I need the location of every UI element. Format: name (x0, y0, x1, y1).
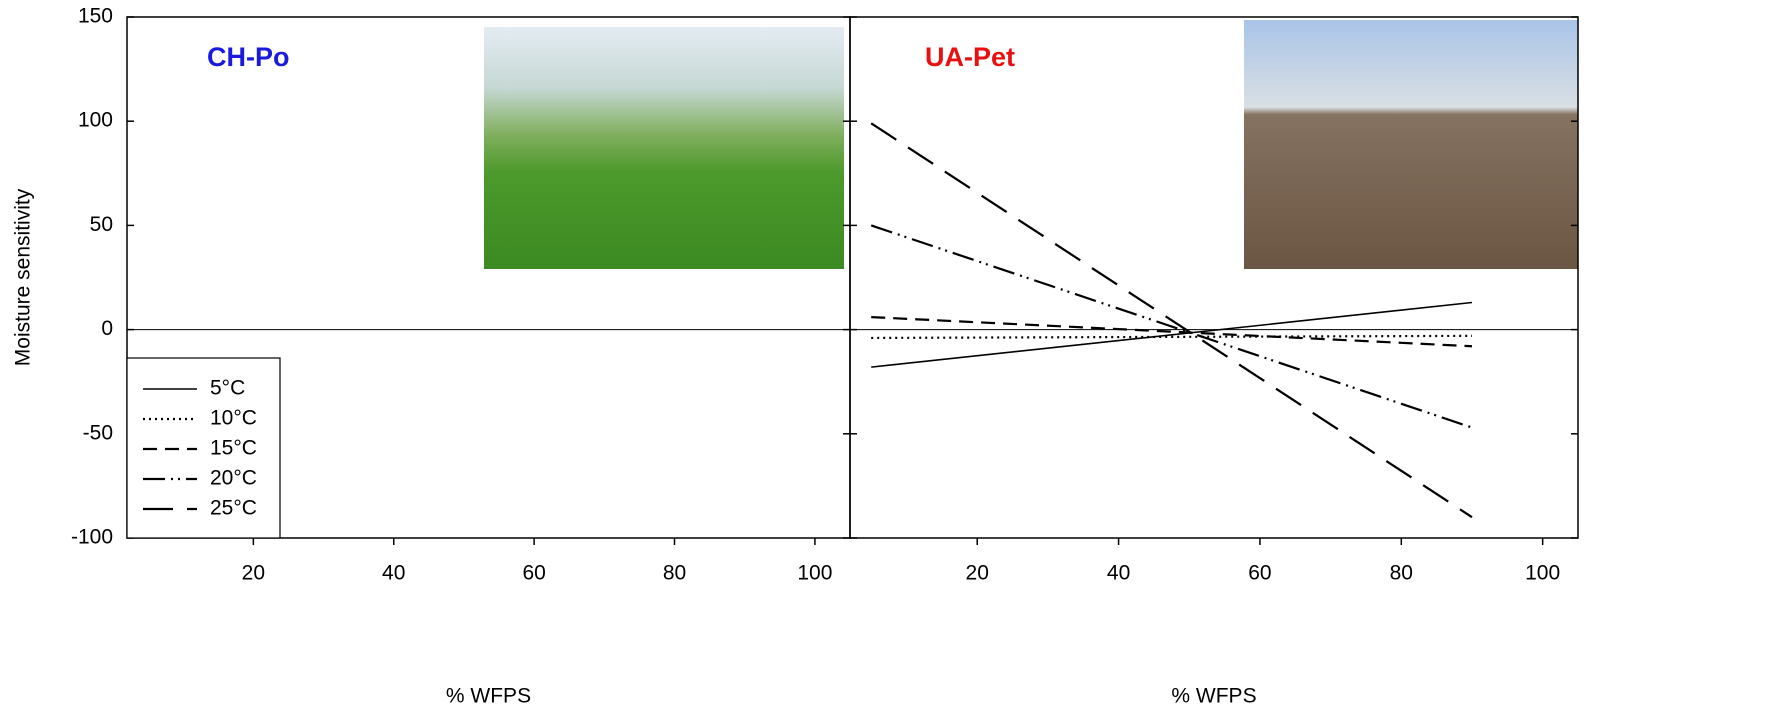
y-tick-label: 50 (90, 213, 113, 236)
legend-label: 10°C (210, 407, 257, 430)
legend-label: 20°C (210, 467, 257, 490)
x-tick-label: 60 (522, 562, 545, 585)
data-line (870, 224, 1473, 429)
x-tick-label: 100 (797, 562, 832, 585)
legend-label: 5°C (210, 377, 245, 400)
data-line (871, 334, 1472, 340)
y-axis-title: Moisture sensitivity (12, 188, 35, 366)
x-tick-label: 40 (1107, 562, 1130, 585)
y-tick-label: 150 (78, 5, 113, 28)
photo (484, 27, 844, 269)
x-tick-label: 100 (1525, 562, 1560, 585)
photo (1244, 20, 1578, 269)
x-tick-label: 20 (966, 562, 989, 585)
x-tick-label: 40 (382, 562, 405, 585)
x-axis-title: % WFPS (1171, 685, 1256, 708)
x-tick-label: 80 (663, 562, 686, 585)
x-axis-title: % WFPS (446, 685, 531, 708)
site-label: UA-Pet (925, 42, 1015, 72)
legend-label: 25°C (210, 497, 257, 520)
data-line (871, 301, 1473, 368)
legend-label: 15°C (210, 437, 257, 460)
x-tick-label: 20 (242, 562, 265, 585)
y-tick-label: -100 (71, 526, 113, 549)
plot-frame (849, 16, 1579, 539)
y-tick-label: -50 (83, 421, 113, 444)
x-tick-label: 60 (1248, 562, 1271, 585)
y-tick-label: 100 (78, 109, 113, 132)
site-label: CH-Po (207, 42, 290, 72)
x-tick-label: 80 (1390, 562, 1413, 585)
data-line (871, 315, 1473, 348)
y-tick-label: 0 (101, 317, 113, 340)
data-line (870, 122, 1473, 519)
